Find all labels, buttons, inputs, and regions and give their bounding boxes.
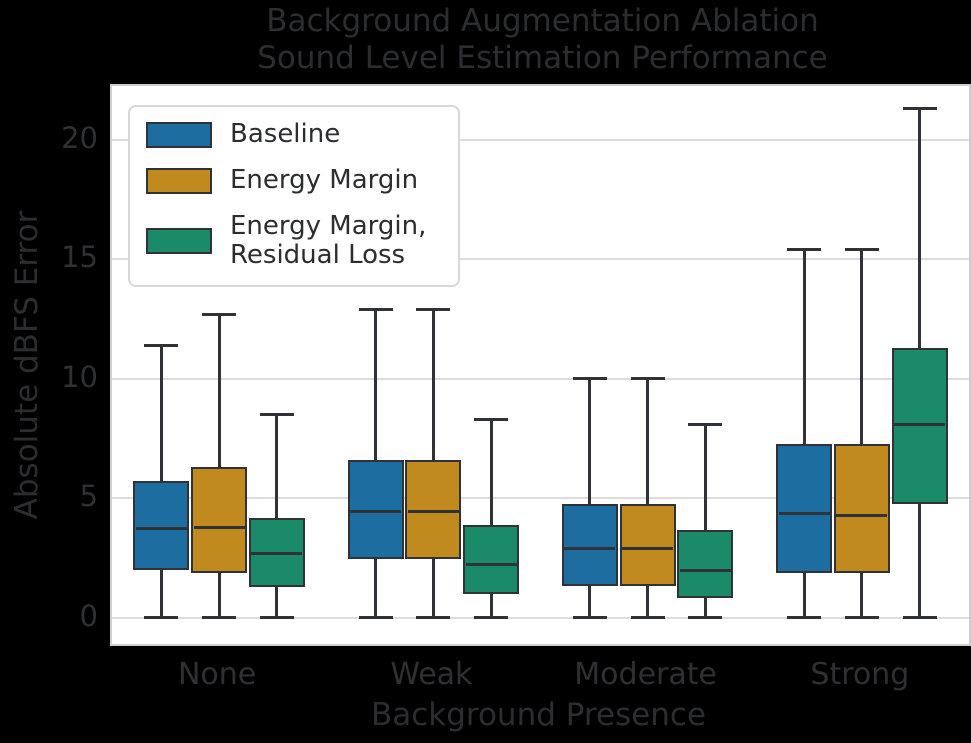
whisker-cap-top-strong-baseline — [787, 248, 822, 252]
y-tick-label-20: 20 — [61, 121, 98, 155]
whisker-weak-energy-margin — [489, 419, 493, 618]
whisker-moderate-baseline — [588, 378, 592, 618]
legend-label-baseline: Baseline — [230, 119, 341, 149]
y-tick-label-10: 10 — [61, 359, 98, 394]
legend-label-energy-margin-residual: Energy Margin, Residual Loss — [230, 211, 427, 270]
median-weak-baseline — [350, 510, 402, 514]
y-tick-label-5: 5 — [79, 479, 98, 514]
gridline-y-15 — [112, 258, 969, 261]
whisker-cap-top-strong-energy-margin — [902, 107, 937, 111]
whisker-cap-top-none-baseline — [144, 344, 179, 348]
whisker-cap-top-weak-energy-margin — [474, 418, 509, 422]
median-weak-energy-margin — [407, 510, 459, 514]
whisker-cap-top-moderate-energy-margin — [630, 377, 665, 381]
whisker-cap-bottom-none-energy-margin — [202, 616, 237, 620]
whisker-cap-top-moderate-energy-margin — [688, 422, 723, 426]
whisker-cap-bottom-moderate-energy-margin — [630, 616, 665, 620]
legend-swatch-energy-margin-residual — [146, 228, 212, 254]
whisker-cap-top-none-energy-margin — [202, 312, 237, 316]
whisker-cap-top-weak-energy-margin — [416, 308, 451, 312]
chart-title-line1: Background Augmentation Ablation — [266, 3, 819, 39]
whisker-moderate-energy-margin — [703, 424, 707, 618]
box-none-baseline — [133, 480, 190, 571]
whisker-moderate-energy-margin — [646, 378, 650, 618]
median-moderate-energy-margin — [679, 568, 731, 572]
median-weak-energy-margin — [465, 562, 517, 566]
y-tick-label-15: 15 — [61, 240, 98, 275]
x-tick-label-weak: Weak — [390, 657, 473, 692]
gridline-y-20 — [112, 139, 969, 141]
box-strong-baseline — [776, 443, 833, 573]
median-none-energy-margin — [251, 551, 303, 555]
median-strong-energy-margin — [894, 422, 946, 426]
whisker-cap-top-strong-energy-margin — [844, 248, 879, 252]
whisker-cap-bottom-moderate-baseline — [572, 616, 607, 620]
gridline-y-5 — [112, 497, 969, 500]
legend-swatch-baseline — [146, 121, 212, 148]
x-tick-label-none: None — [177, 657, 257, 692]
legend-swatch-energy-margin — [146, 167, 212, 194]
median-strong-baseline — [778, 512, 830, 516]
whisker-cap-bottom-weak-energy-margin — [416, 616, 451, 620]
whisker-none-energy-margin — [275, 414, 279, 618]
whisker-cap-bottom-weak-energy-margin — [474, 616, 509, 620]
whisker-cap-bottom-moderate-energy-margin — [688, 616, 723, 620]
box-moderate-baseline — [561, 504, 618, 586]
box-strong-energy-margin — [891, 347, 948, 505]
whisker-none-energy-margin — [217, 314, 221, 618]
whisker-cap-top-moderate-baseline — [572, 377, 607, 381]
whisker-cap-bottom-none-baseline — [144, 616, 179, 620]
plot-area — [110, 84, 971, 646]
whisker-cap-bottom-strong-baseline — [787, 616, 822, 620]
y-tick-label-0: 0 — [79, 598, 98, 633]
chart-title-line2: Sound Level Estimation Performance — [257, 40, 828, 76]
gridline-y-10 — [112, 377, 969, 380]
x-tick-label-moderate: Moderate — [574, 657, 717, 692]
box-moderate-energy-margin — [677, 529, 734, 598]
whisker-cap-top-none-energy-margin — [259, 413, 294, 417]
box-moderate-energy-margin — [619, 504, 676, 586]
whisker-cap-bottom-none-energy-margin — [259, 616, 294, 620]
whisker-cap-bottom-strong-energy-margin — [902, 616, 937, 620]
box-none-energy-margin — [191, 467, 248, 573]
chart-title: Background Augmentation Ablation Sound L… — [114, 3, 971, 77]
median-strong-energy-margin — [836, 513, 888, 517]
whisker-cap-top-weak-baseline — [358, 308, 393, 312]
median-none-baseline — [135, 526, 187, 530]
box-weak-energy-margin — [463, 524, 520, 595]
median-moderate-baseline — [564, 547, 616, 551]
legend-row-energy-margin: Energy Margin — [146, 166, 442, 195]
legend-row-energy-margin-residual: Energy Margin, Residual Loss — [146, 212, 442, 270]
box-weak-baseline — [347, 460, 404, 560]
gridline-y-0 — [112, 616, 969, 619]
legend-row-baseline: Baseline — [146, 120, 442, 149]
legend: Baseline Energy Margin Energy Margin, Res… — [128, 105, 460, 287]
box-weak-energy-margin — [405, 460, 462, 560]
whisker-strong-baseline — [802, 249, 806, 618]
x-tick-label-strong: Strong — [810, 657, 910, 692]
legend-label-energy-margin: Energy Margin — [230, 165, 419, 195]
whisker-strong-energy-margin — [860, 249, 864, 618]
x-axis-label: Background Presence — [370, 697, 707, 733]
box-strong-energy-margin — [833, 443, 890, 573]
whisker-cap-bottom-strong-energy-margin — [844, 616, 879, 620]
median-moderate-energy-margin — [622, 547, 674, 551]
whisker-cap-bottom-weak-baseline — [358, 616, 393, 620]
median-none-energy-margin — [193, 525, 245, 529]
